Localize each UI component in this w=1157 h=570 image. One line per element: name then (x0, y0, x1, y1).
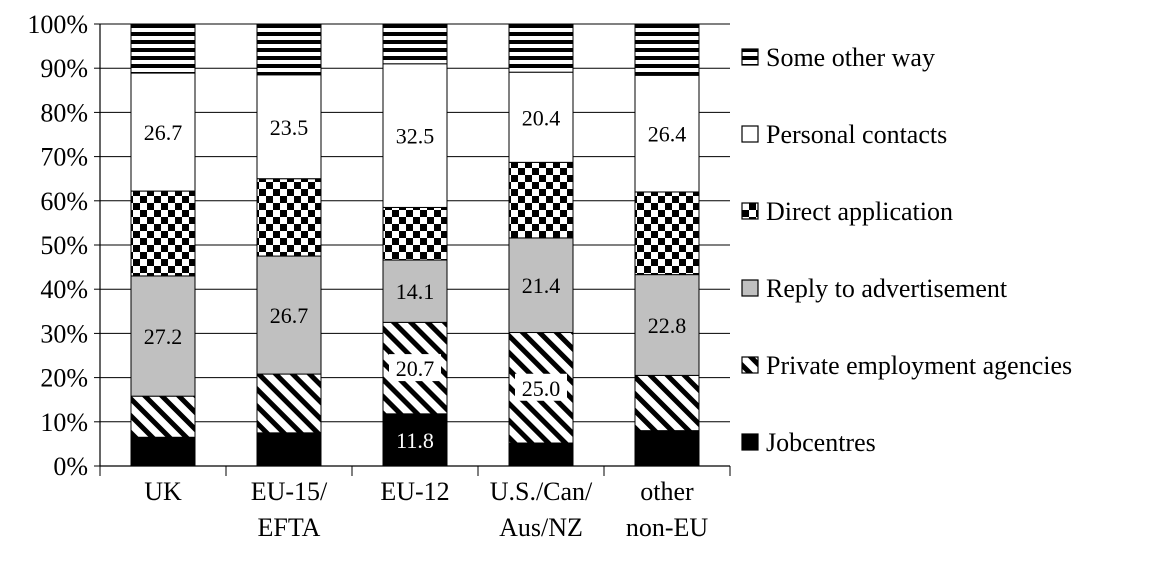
legend-item: Private employment agencies (741, 351, 1072, 380)
x-category-label: EU-15/ (251, 477, 328, 506)
bar-segment (130, 275, 196, 397)
y-tick-label: 60% (40, 187, 88, 216)
legend-label: Private employment agencies (766, 351, 1072, 380)
bar-segment (130, 23, 196, 74)
data-labels: 11.8 20.7 25.0 27.2 26.7 14.1 21.4 22.8 26.7 23.5… (144, 105, 687, 453)
y-tick-label: 80% (40, 98, 88, 127)
data-label: 22.8 (648, 313, 687, 338)
x-category-label: UK (144, 477, 182, 506)
legend-swatch (741, 125, 759, 143)
bar-segment (256, 432, 322, 467)
axes (94, 23, 731, 476)
y-tick-label: 20% (40, 364, 88, 393)
x-category-label: U.S./Can/ (490, 477, 593, 506)
bar-segment (508, 23, 574, 73)
legend-item: Some other way (741, 43, 935, 72)
bar-segment (634, 191, 700, 276)
data-label: 21.4 (522, 273, 561, 298)
bar-segment (130, 72, 196, 192)
legend-label: Reply to advertisement (766, 274, 1008, 303)
data-label: 26.7 (270, 303, 309, 328)
data-label: 26.7 (144, 120, 183, 145)
legend-swatch (741, 279, 759, 297)
data-label: 26.4 (648, 122, 687, 147)
bar-segment (634, 274, 700, 376)
bar-segment (634, 374, 700, 432)
bar-segment (382, 63, 448, 208)
bar-segment (382, 413, 448, 467)
data-label: 20.7 (396, 356, 435, 381)
bars (130, 23, 700, 467)
bar-segment (256, 178, 322, 257)
bar-segment (256, 23, 322, 76)
legend-label: Some other way (766, 43, 935, 72)
legend-swatch (741, 202, 759, 220)
legend-swatch (741, 433, 759, 451)
bar-segment (382, 23, 448, 65)
data-label: 32.5 (396, 124, 435, 149)
bar-segment (130, 395, 196, 438)
legend-item: Direct application (741, 197, 953, 226)
y-tick-label: 40% (40, 275, 88, 304)
legend-label: Jobcentres (766, 428, 876, 457)
y-tick-label: 70% (40, 143, 88, 172)
data-label: 20.4 (522, 105, 561, 130)
y-tick-label: 90% (40, 54, 88, 83)
y-tick-label: 30% (40, 319, 88, 348)
y-tick-label: 10% (40, 408, 88, 437)
bar-segment (634, 430, 700, 467)
x-category-label: other (640, 477, 694, 506)
legend-item: Reply to advertisement (741, 274, 1008, 303)
x-category-label: Aus/NZ (499, 513, 583, 542)
data-label-background (515, 373, 567, 401)
bar-segment (508, 161, 574, 239)
x-category-label: EU-12 (380, 477, 449, 506)
x-category-label: EFTA (258, 513, 321, 542)
data-label: 27.2 (144, 324, 183, 349)
legend-label: Personal contacts (766, 120, 947, 149)
bar-segment (256, 255, 322, 375)
legend: Some other way Personal contacts Direct ap… (741, 43, 1072, 457)
y-tick-label: 0% (53, 452, 88, 481)
legend-label: Direct application (766, 197, 953, 226)
bar-segment (382, 206, 448, 261)
x-category-label: non-EU (626, 513, 709, 542)
bar-segment (130, 190, 196, 277)
data-label: 23.5 (270, 115, 309, 140)
bar-segment (634, 23, 700, 76)
data-label: 25.0 (522, 376, 561, 401)
data-label: 11.8 (396, 428, 434, 453)
bar-segment (130, 436, 196, 467)
y-tick-label: 100% (27, 10, 88, 39)
legend-item: Jobcentres (741, 428, 876, 457)
legend-item: Personal contacts (741, 120, 947, 149)
bar-segment (256, 74, 322, 180)
bar-segment (256, 373, 322, 434)
bar-segment (508, 71, 574, 163)
legend-swatch (741, 48, 759, 66)
y-tick-label: 50% (40, 231, 88, 260)
data-label: 14.1 (396, 279, 435, 304)
data-label-background (389, 354, 441, 382)
y-axis-ticks: 0% 10% 20% 30% 40% 50% 60% 70% 80% 90% 100% (27, 10, 88, 481)
bar-segment (508, 237, 574, 334)
bar-segment (508, 442, 574, 467)
x-axis-categories: UK EU-15/EFTA EU-12 U.S./Can/Aus/NZ other non… (144, 477, 708, 542)
legend-swatch (741, 356, 759, 374)
